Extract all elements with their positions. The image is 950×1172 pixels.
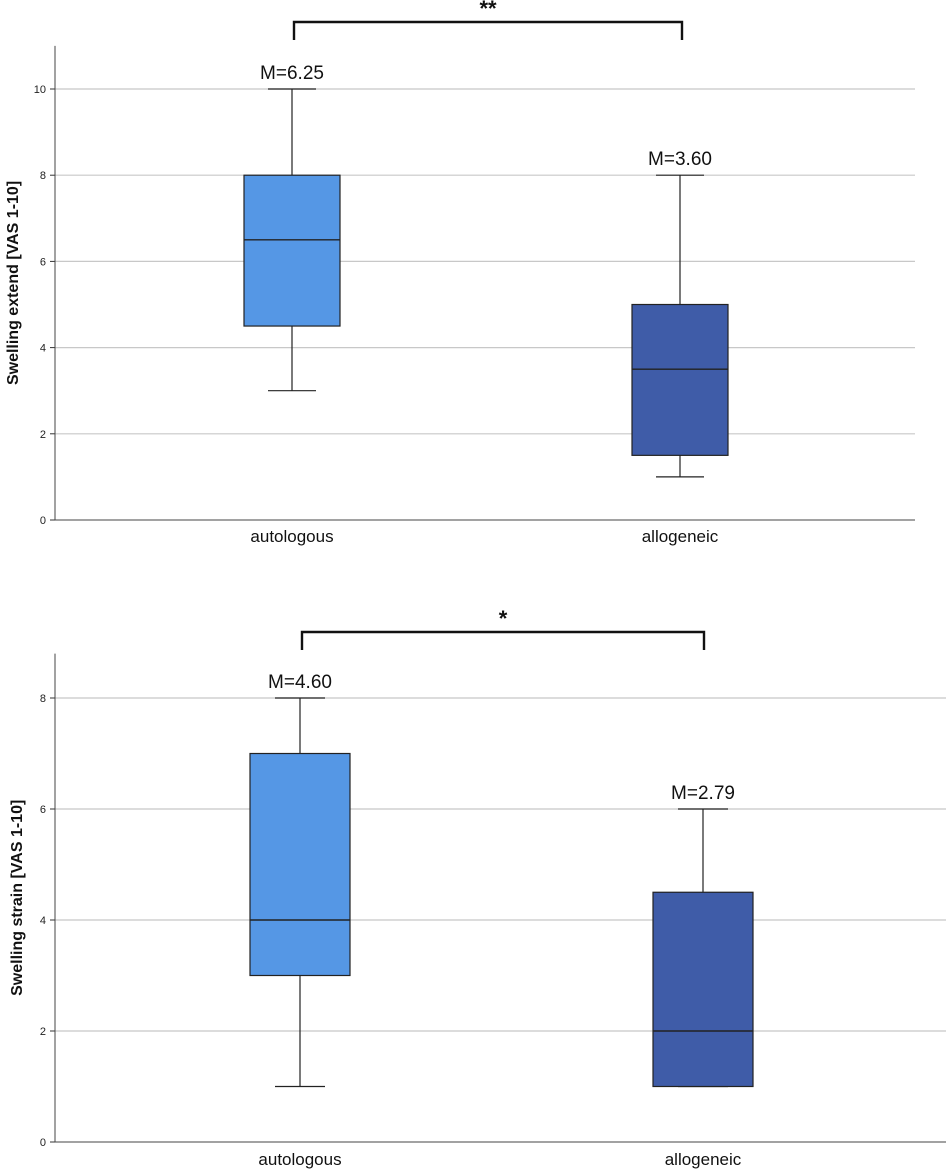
y-tick-label: 2 <box>40 429 46 441</box>
y-tick-label: 4 <box>40 915 46 927</box>
y-tick-label: 8 <box>40 170 46 182</box>
box-autologous: M=4.60 <box>249 672 351 1088</box>
panel-2: 0 2 4 6 8 Swelling strain [VAS 1-10] M=4.60 aut… <box>9 606 946 1169</box>
significance-label: ** <box>479 0 497 21</box>
y-axis-label: Swelling strain [VAS 1-10] <box>9 800 26 996</box>
y-tick-label: 2 <box>40 1026 46 1038</box>
x-category-label: allogeneic <box>642 527 719 546</box>
iqr-box <box>631 303 729 456</box>
mean-label: M=4.60 <box>268 672 332 693</box>
y-tick-label: 0 <box>40 515 46 527</box>
mean-label: M=2.79 <box>671 783 735 804</box>
box-allogeneic: M=3.60 <box>631 149 729 478</box>
mean-label: M=3.60 <box>648 149 712 170</box>
y-tick-label: 6 <box>40 804 46 816</box>
y-tick-label: 0 <box>40 1137 46 1149</box>
iqr-box <box>243 174 341 327</box>
panel-1: 0 2 4 6 8 10 Swelling extend [VAS 1-10] M=6.25 a… <box>5 0 915 546</box>
iqr-box <box>652 891 754 1088</box>
y-tick-label: 10 <box>34 84 46 96</box>
significance-bracket <box>300 630 706 650</box>
significance-bracket <box>292 20 684 40</box>
significance-label: * <box>499 606 508 631</box>
y-tick-label: 4 <box>40 343 46 355</box>
x-category-label: allogeneic <box>665 1150 742 1169</box>
box-allogeneic: M=2.79 <box>652 783 754 1088</box>
y-tick-label: 6 <box>40 256 46 268</box>
box-autologous: M=6.25 <box>243 63 341 392</box>
x-category-label: autologous <box>258 1150 341 1169</box>
iqr-box <box>249 752 351 977</box>
mean-label: M=6.25 <box>260 63 324 84</box>
y-tick-label: 8 <box>40 693 46 705</box>
y-axis-label: Swelling extend [VAS 1-10] <box>5 181 22 385</box>
x-category-label: autologous <box>250 527 333 546</box>
